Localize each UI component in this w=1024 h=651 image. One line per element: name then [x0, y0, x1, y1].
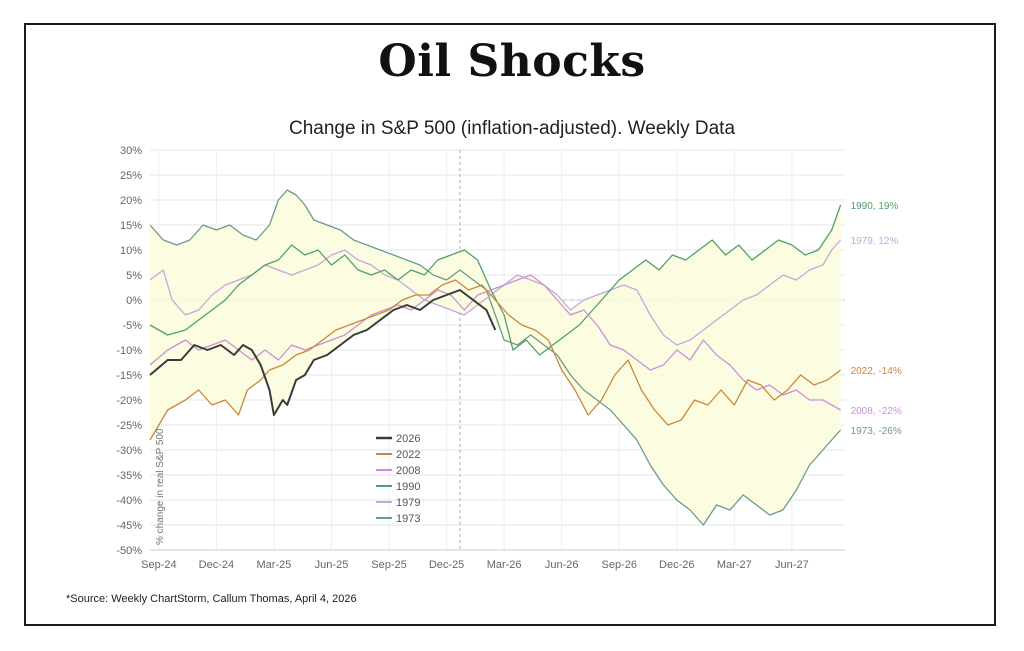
- x-tick-label: Sep-26: [601, 559, 636, 571]
- end-label-1973: 1973, -26%: [851, 426, 902, 437]
- y-tick-label: 5%: [126, 270, 142, 282]
- series-line-2008: [149, 274, 841, 411]
- y-tick-label: -35%: [116, 470, 142, 482]
- end-label-1979: 1979, 12%: [851, 236, 899, 247]
- legend-label-1990: 1990: [396, 481, 420, 493]
- y-tick-label: -20%: [116, 395, 142, 407]
- y-tick-label: -50%: [116, 545, 142, 557]
- legend-label-2022: 2022: [396, 449, 420, 461]
- x-tick-label: Jun-27: [775, 559, 809, 571]
- legend-label-1979: 1979: [396, 497, 420, 509]
- legend-label-2008: 2008: [396, 465, 420, 477]
- x-tick-label: Mar-25: [257, 559, 292, 571]
- y-tick-label: 10%: [120, 245, 142, 257]
- envelope-fill: [150, 190, 841, 525]
- series-lines: [149, 189, 842, 526]
- x-tick-label: Mar-27: [717, 559, 752, 571]
- chart-subtitle: Change in S&P 500 (inflation-adjusted). …: [288, 118, 736, 139]
- legend-label-2026: 2026: [396, 433, 420, 445]
- x-tick-label: Jun-26: [545, 559, 579, 571]
- x-tick-label: Dec-25: [429, 559, 464, 571]
- y-tick-label: 20%: [120, 195, 142, 207]
- chart-title: Oil Shocks: [378, 36, 646, 87]
- legend-label-1973: 1973: [396, 513, 420, 525]
- x-tick-label: Dec-24: [199, 559, 234, 571]
- y-tick-label: -30%: [116, 445, 142, 457]
- x-tick-label: Sep-25: [371, 559, 406, 571]
- series-line-2026: [149, 289, 497, 416]
- x-tick-label: Sep-24: [141, 559, 176, 571]
- series-line-1973: [149, 189, 842, 526]
- source-note: *Source: Weekly ChartStorm, Callum Thoma…: [66, 593, 357, 605]
- series-line-1990: [149, 204, 842, 356]
- y-tick-label: 30%: [120, 145, 142, 157]
- axis-ticks: 30% 25% 20% 15% 10% 5% 0% -5% -10% -15% -20% -25% -3…: [116, 145, 808, 571]
- x-tick-label: Mar-26: [487, 559, 522, 571]
- y-axis-label: % change in real S&P 500: [155, 428, 166, 545]
- y-tick-label: -25%: [116, 420, 142, 432]
- chart-legend: 2026 2022 2008 1990 1979 1973: [376, 433, 420, 525]
- highlight-band: [150, 190, 841, 525]
- end-label-1990: 1990, 19%: [851, 201, 899, 212]
- x-tick-label: Dec-26: [659, 559, 694, 571]
- series-line-2022: [149, 279, 841, 441]
- y-tick-label: 25%: [120, 170, 142, 182]
- y-tick-label: -45%: [116, 520, 142, 532]
- x-tick-label: Jun-25: [315, 559, 349, 571]
- y-tick-label: 0%: [126, 295, 142, 307]
- y-tick-label: -10%: [116, 345, 142, 357]
- y-tick-label: -40%: [116, 495, 142, 507]
- series-end-labels: 2022, -14% 2008, -22% 1990, 19% 1979, 12% 19…: [851, 201, 902, 437]
- end-label-2022: 2022, -14%: [851, 366, 902, 377]
- y-tick-label: -5%: [122, 320, 142, 332]
- end-label-2008: 2008, -22%: [851, 406, 902, 417]
- y-tick-label: 15%: [120, 220, 142, 232]
- y-tick-label: -15%: [116, 370, 142, 382]
